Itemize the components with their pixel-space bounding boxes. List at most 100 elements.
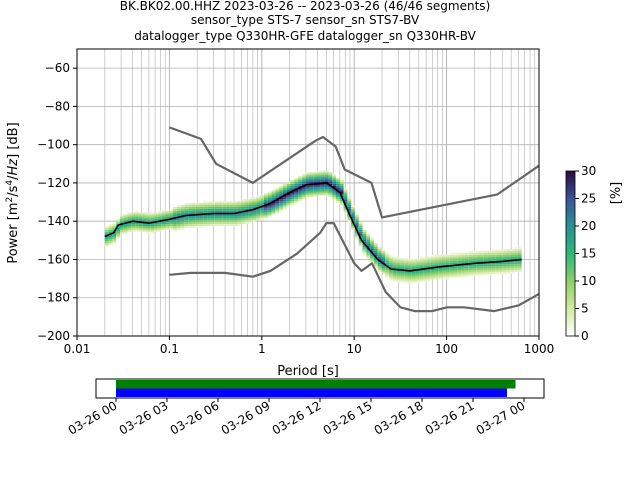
heatmap-cell <box>366 233 371 236</box>
heatmap-cell <box>237 214 242 217</box>
heatmap-cell <box>381 264 386 267</box>
heatmap-cell <box>498 254 503 257</box>
heatmap-cell <box>191 220 196 223</box>
colorbar: 0 5 10 15 20 25 30 [%] <box>565 164 624 343</box>
heatmap-cell <box>438 260 443 263</box>
heatmap-cell <box>404 273 409 276</box>
heatmap-cell <box>517 266 522 269</box>
heatmap-cell <box>305 185 310 188</box>
noise-model-line <box>169 222 540 313</box>
heatmap-cell <box>256 204 261 207</box>
heatmap-cell <box>237 216 242 219</box>
heatmap-cell <box>112 237 117 240</box>
heatmap-cell <box>510 268 515 270</box>
plot-frame <box>76 48 540 337</box>
heatmap-cell <box>453 258 458 261</box>
heatmap-cell <box>419 271 424 274</box>
heatmap-cell <box>104 233 109 236</box>
heatmap-cell <box>324 189 329 192</box>
heatmap-cell <box>165 216 170 219</box>
heatmap-cell <box>445 268 450 270</box>
timeline-tick-label: 03-26 03 <box>117 398 171 437</box>
heatmap-cell <box>226 201 230 204</box>
heatmap-cell <box>290 195 295 198</box>
heatmap-cell <box>472 256 477 259</box>
heatmap-cell <box>483 256 488 259</box>
heatmap-cell <box>472 254 477 257</box>
heatmap-cell <box>165 222 170 225</box>
heatmap-cell <box>108 243 113 246</box>
heatmap-cell <box>279 193 283 196</box>
colorbar-tick-label: 0 <box>581 329 589 343</box>
heatmap-cell <box>313 189 318 192</box>
heatmap-cell <box>442 268 446 270</box>
heatmap-cell <box>347 220 352 223</box>
heatmap-cell <box>498 262 503 265</box>
heatmap-cell <box>332 178 337 181</box>
heatmap-cell <box>305 174 310 177</box>
heatmap-cell <box>256 195 261 198</box>
heatmap-cell <box>347 199 352 202</box>
heatmap-cell <box>313 181 318 184</box>
heatmap-cell <box>476 252 481 255</box>
heatmap-cell <box>510 250 515 253</box>
heatmap-cell <box>108 237 113 240</box>
heatmap-cell <box>415 281 420 284</box>
heatmap-cell <box>351 214 355 217</box>
heatmap-cell <box>267 193 272 196</box>
heatmap-cell <box>464 269 469 272</box>
heatmap-cell <box>370 248 374 251</box>
heatmap-cell <box>286 187 291 190</box>
heatmap-cell <box>502 264 507 267</box>
heatmap-cell <box>400 271 405 274</box>
heatmap-cell <box>430 260 435 263</box>
heatmap-cell <box>180 208 185 211</box>
heatmap-cell <box>498 271 503 274</box>
heatmap-cell <box>411 268 416 270</box>
heatmap-cell <box>191 204 196 207</box>
heatmap-cell <box>354 225 359 228</box>
heatmap-cell <box>324 193 329 196</box>
heatmap-cell <box>252 218 257 221</box>
heatmap-cell <box>415 279 420 282</box>
heatmap-cell <box>237 208 242 211</box>
heatmap-cell <box>514 247 518 249</box>
heatmap-cell <box>210 214 215 217</box>
heatmap-cell <box>502 252 507 255</box>
heatmap-cell <box>404 281 409 284</box>
heatmap-cell <box>203 218 208 221</box>
heatmap-cell <box>157 229 162 232</box>
heatmap-cell <box>256 218 261 221</box>
heatmap-cell <box>332 197 337 200</box>
heatmap-cell <box>517 248 522 251</box>
heatmap-cell <box>267 197 272 200</box>
heatmap-cell <box>282 206 287 209</box>
heatmap-cell <box>457 256 462 259</box>
heatmap-cell <box>191 210 196 213</box>
heatmap-cell <box>195 220 200 223</box>
heatmap-cell <box>157 225 162 228</box>
heatmap-cell <box>279 189 283 192</box>
heatmap-cell <box>491 248 496 251</box>
heatmap-cell <box>514 260 518 263</box>
heatmap-cell <box>290 191 295 194</box>
heatmap-cell <box>301 181 306 184</box>
heatmap-cell <box>419 264 424 267</box>
heatmap-cell <box>415 260 420 263</box>
heatmap-cell <box>373 248 378 251</box>
heatmap-cell <box>191 218 196 221</box>
heatmap-cell <box>358 235 363 238</box>
heatmap-cell <box>142 229 147 232</box>
heatmap-cell <box>487 256 492 259</box>
heatmap-cell <box>290 187 295 190</box>
heatmap-cell <box>290 185 295 188</box>
heatmap-cell <box>252 197 257 200</box>
heatmap-cell <box>161 224 166 226</box>
heatmap-cell <box>320 187 325 190</box>
heatmap-cell <box>191 206 196 209</box>
heatmap-cell <box>275 191 280 194</box>
x-axis-label: Period [s] <box>277 364 339 379</box>
heatmap-cell <box>506 256 511 259</box>
heatmap-cell <box>195 218 200 221</box>
heatmap-cell <box>400 273 405 276</box>
